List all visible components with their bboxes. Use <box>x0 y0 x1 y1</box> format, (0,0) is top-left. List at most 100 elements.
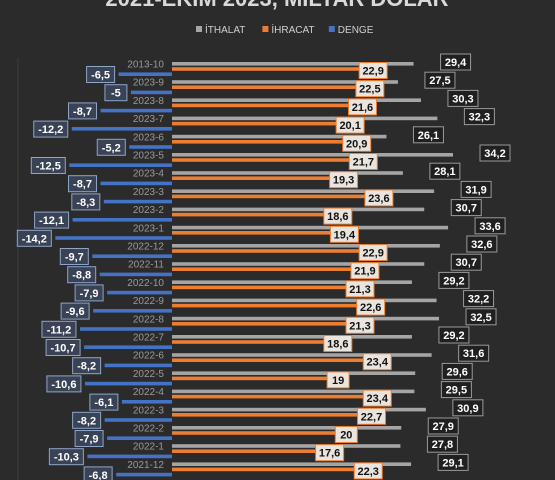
category-label-2021-12: 2021-12 <box>127 460 164 471</box>
label-ithalat-2021-12: 29,1 <box>442 457 463 469</box>
label-denge-2022-10-box <box>74 284 104 302</box>
bar-ihracat-2023-3 <box>172 194 366 199</box>
bar-ithalat-2023-2 <box>172 207 425 212</box>
label-denge-2022-11: -8,8 <box>72 270 91 282</box>
label-ihracat-2022-11-box <box>350 262 380 280</box>
label-denge-2022-12-box <box>59 248 89 265</box>
label-denge-2023-8: -8,7 <box>73 106 92 118</box>
category-label-2023-1: 2023-1 <box>133 223 165 234</box>
category-label-2022-11: 2022-11 <box>128 260 164 271</box>
label-ithalat-2023-1: 33,6 <box>479 221 500 233</box>
bar-denge-2023-6 <box>129 145 172 149</box>
label-denge-2023-5: -12,5 <box>36 161 61 173</box>
bar-ihracat-2023-1 <box>172 231 332 235</box>
bar-denge-2022-2 <box>107 436 172 440</box>
label-denge-2013-10: -6,5 <box>91 70 110 82</box>
bar-ithalat-2022-10 <box>172 280 412 284</box>
label-ihracat-2022-8-box <box>345 316 375 334</box>
bar-ihracat-2022-11 <box>172 267 352 271</box>
label-denge-2023-9-box <box>104 84 128 102</box>
label-denge-2021-12: -6,8 <box>89 470 108 480</box>
label-ithalat-2022-10: 29,2 <box>443 275 464 287</box>
label-ithalat-2023-9: 27,5 <box>429 75 450 87</box>
label-ihracat-2022-4-box <box>362 389 392 407</box>
label-denge-2022-11-box <box>67 266 97 284</box>
label-denge-2023-6-box <box>96 138 126 156</box>
label-denge-2023-3: -8,3 <box>76 197 95 209</box>
bar-ihracat-2023-6 <box>172 140 344 144</box>
label-denge-2022-8-box <box>41 320 77 338</box>
bar-denge-2013-10 <box>118 72 172 76</box>
bar-denge-2022-8 <box>79 327 172 331</box>
label-ithalat-2023-7: 32,3 <box>469 112 490 124</box>
category-label-2023-7: 2023-7 <box>133 114 165 125</box>
label-ihracat-2023-5-box <box>348 153 378 170</box>
label-ihracat-2022-10-box <box>345 280 375 298</box>
label-denge-2022-1-box <box>48 448 84 466</box>
category-label-2023-4: 2023-4 <box>133 169 165 180</box>
label-denge-2023-6: -5,2 <box>102 142 121 154</box>
label-denge-2023-7-box <box>33 120 69 138</box>
bar-ithalat-2022-7 <box>172 335 412 339</box>
label-ihracat-2022-7-box <box>323 335 353 352</box>
label-ihracat-2022-12-box <box>358 244 388 261</box>
category-label-2013-10: 2013-10 <box>127 60 164 71</box>
label-ithalat-2022-9: 32,2 <box>468 294 489 306</box>
label-denge-2022-5-box <box>46 375 82 393</box>
bar-ihracat-2022-1 <box>172 449 317 453</box>
category-label-2023-5: 2023-5 <box>133 151 165 162</box>
bar-ihracat-2022-4 <box>172 394 365 399</box>
label-ithalat-2022-11: 30,7 <box>456 257 477 269</box>
label-denge-2022-12: -9,7 <box>65 252 84 264</box>
label-denge-2022-7-box <box>45 339 81 356</box>
bar-ithalat-2023-7 <box>172 116 438 121</box>
bar-ithalat-2023-9 <box>172 80 398 84</box>
bar-ihracat-2022-7 <box>172 340 325 344</box>
label-ihracat-2023-7: 20,1 <box>339 120 360 132</box>
bar-ihracat-2022-5 <box>172 376 329 381</box>
label-denge-2023-1: -14,2 <box>22 233 47 245</box>
bar-ihracat-2022-2 <box>172 431 337 435</box>
legend-ithalat-0-swatch <box>196 26 202 32</box>
category-label-2023-2: 2023-2 <box>133 205 165 216</box>
label-ithalat-2013-10: 29,4 <box>445 57 467 69</box>
bar-denge-2023-9 <box>130 90 172 95</box>
label-ithalat-2022-7: 29,2 <box>443 330 464 342</box>
label-denge-2023-7: -12,2 <box>38 124 63 136</box>
category-label-2023-6: 2023-6 <box>133 132 165 143</box>
bar-ithalat-2022-5 <box>172 371 416 375</box>
chart-title: 2021-EKİM 2023, MİLYAR DOLAR <box>105 0 448 11</box>
label-ihracat-2022-4: 23,4 <box>367 393 389 405</box>
bar-ihracat-2023-2 <box>172 212 325 217</box>
label-ithalat-2023-9-box <box>424 71 456 89</box>
bar-denge-2023-4 <box>100 181 172 186</box>
label-ihracat-2023-4-box <box>329 171 359 189</box>
bar-denge-2022-6 <box>104 363 172 368</box>
label-ithalat-2022-2-box <box>427 417 459 435</box>
label-ithalat-2023-6: 26,1 <box>418 130 439 142</box>
bar-ithalat-2021-12 <box>172 462 412 466</box>
label-ihracat-2023-3-box <box>364 189 394 207</box>
label-ihracat-2013-10-box <box>358 62 388 79</box>
label-ithalat-2022-11-box <box>450 253 482 271</box>
label-ihracat-2023-6: 20,9 <box>346 138 367 150</box>
label-denge-2022-8: -11,2 <box>47 324 71 336</box>
legend-denge-2-swatch <box>328 26 335 32</box>
label-ihracat-2023-2: 18,6 <box>327 211 348 223</box>
label-denge-2023-1-box <box>16 229 52 247</box>
category-label-2022-9: 2022-9 <box>133 296 165 307</box>
label-denge-2023-2-box <box>34 211 70 229</box>
bar-ithalat-2013-10 <box>172 62 414 66</box>
label-ithalat-2022-12: 32,6 <box>471 239 492 251</box>
label-ihracat-2023-8-box <box>347 98 377 116</box>
label-ithalat-2022-8-box <box>465 308 497 326</box>
label-denge-2022-2: -7,9 <box>80 434 99 446</box>
label-denge-2022-2-box <box>74 430 104 447</box>
label-ihracat-2022-6-box <box>362 353 392 371</box>
bar-denge-2022-9 <box>93 309 172 313</box>
label-ihracat-2021-12-box <box>353 462 383 480</box>
label-ihracat-2022-9: 22,6 <box>360 302 381 314</box>
bar-ihracat-2022-10 <box>172 285 348 290</box>
label-ihracat-2023-1-box <box>329 225 359 243</box>
